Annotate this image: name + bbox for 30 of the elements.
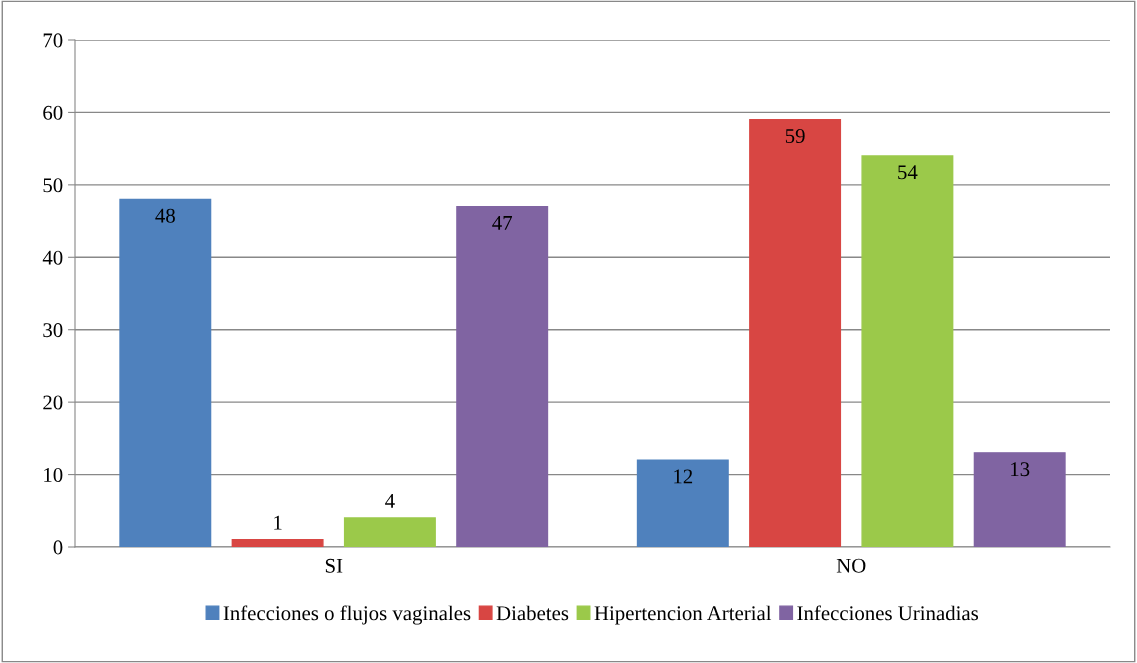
data-label: 59 xyxy=(785,129,805,144)
bar xyxy=(861,155,954,547)
y-tick-label: 20 xyxy=(43,395,63,410)
data-label: 13 xyxy=(1011,462,1030,477)
y-tick-label: 30 xyxy=(43,323,63,338)
bar xyxy=(973,452,1066,547)
y-tick-label: 50 xyxy=(43,178,63,193)
legend-label: Hipertencion Arterial xyxy=(594,605,772,625)
data-label: 48 xyxy=(155,208,175,223)
bar xyxy=(231,539,324,547)
data-label: 47 xyxy=(492,216,513,230)
x-tick-label: NO xyxy=(836,558,866,573)
y-tick-label: 60 xyxy=(43,105,63,120)
y-tick-label: 0 xyxy=(53,540,63,555)
legend-label: Diabetes xyxy=(496,605,569,621)
y-tick-label: 10 xyxy=(44,467,63,482)
bar xyxy=(456,205,549,547)
y-tick-label: 40 xyxy=(42,250,63,265)
y-tick-label: 70 xyxy=(43,33,63,48)
bar xyxy=(119,198,212,547)
legend-label: Infecciones o flujos vaginales xyxy=(223,605,471,625)
data-label: 12 xyxy=(674,469,693,484)
data-label: 4 xyxy=(385,494,395,508)
x-tick-label: SI xyxy=(325,558,343,573)
data-label: 1 xyxy=(274,515,282,530)
legend-label: Infecciones Urinadias xyxy=(797,605,979,621)
bar xyxy=(343,517,436,547)
bar xyxy=(636,459,729,547)
data-label: 54 xyxy=(898,165,918,180)
bar xyxy=(749,118,842,547)
